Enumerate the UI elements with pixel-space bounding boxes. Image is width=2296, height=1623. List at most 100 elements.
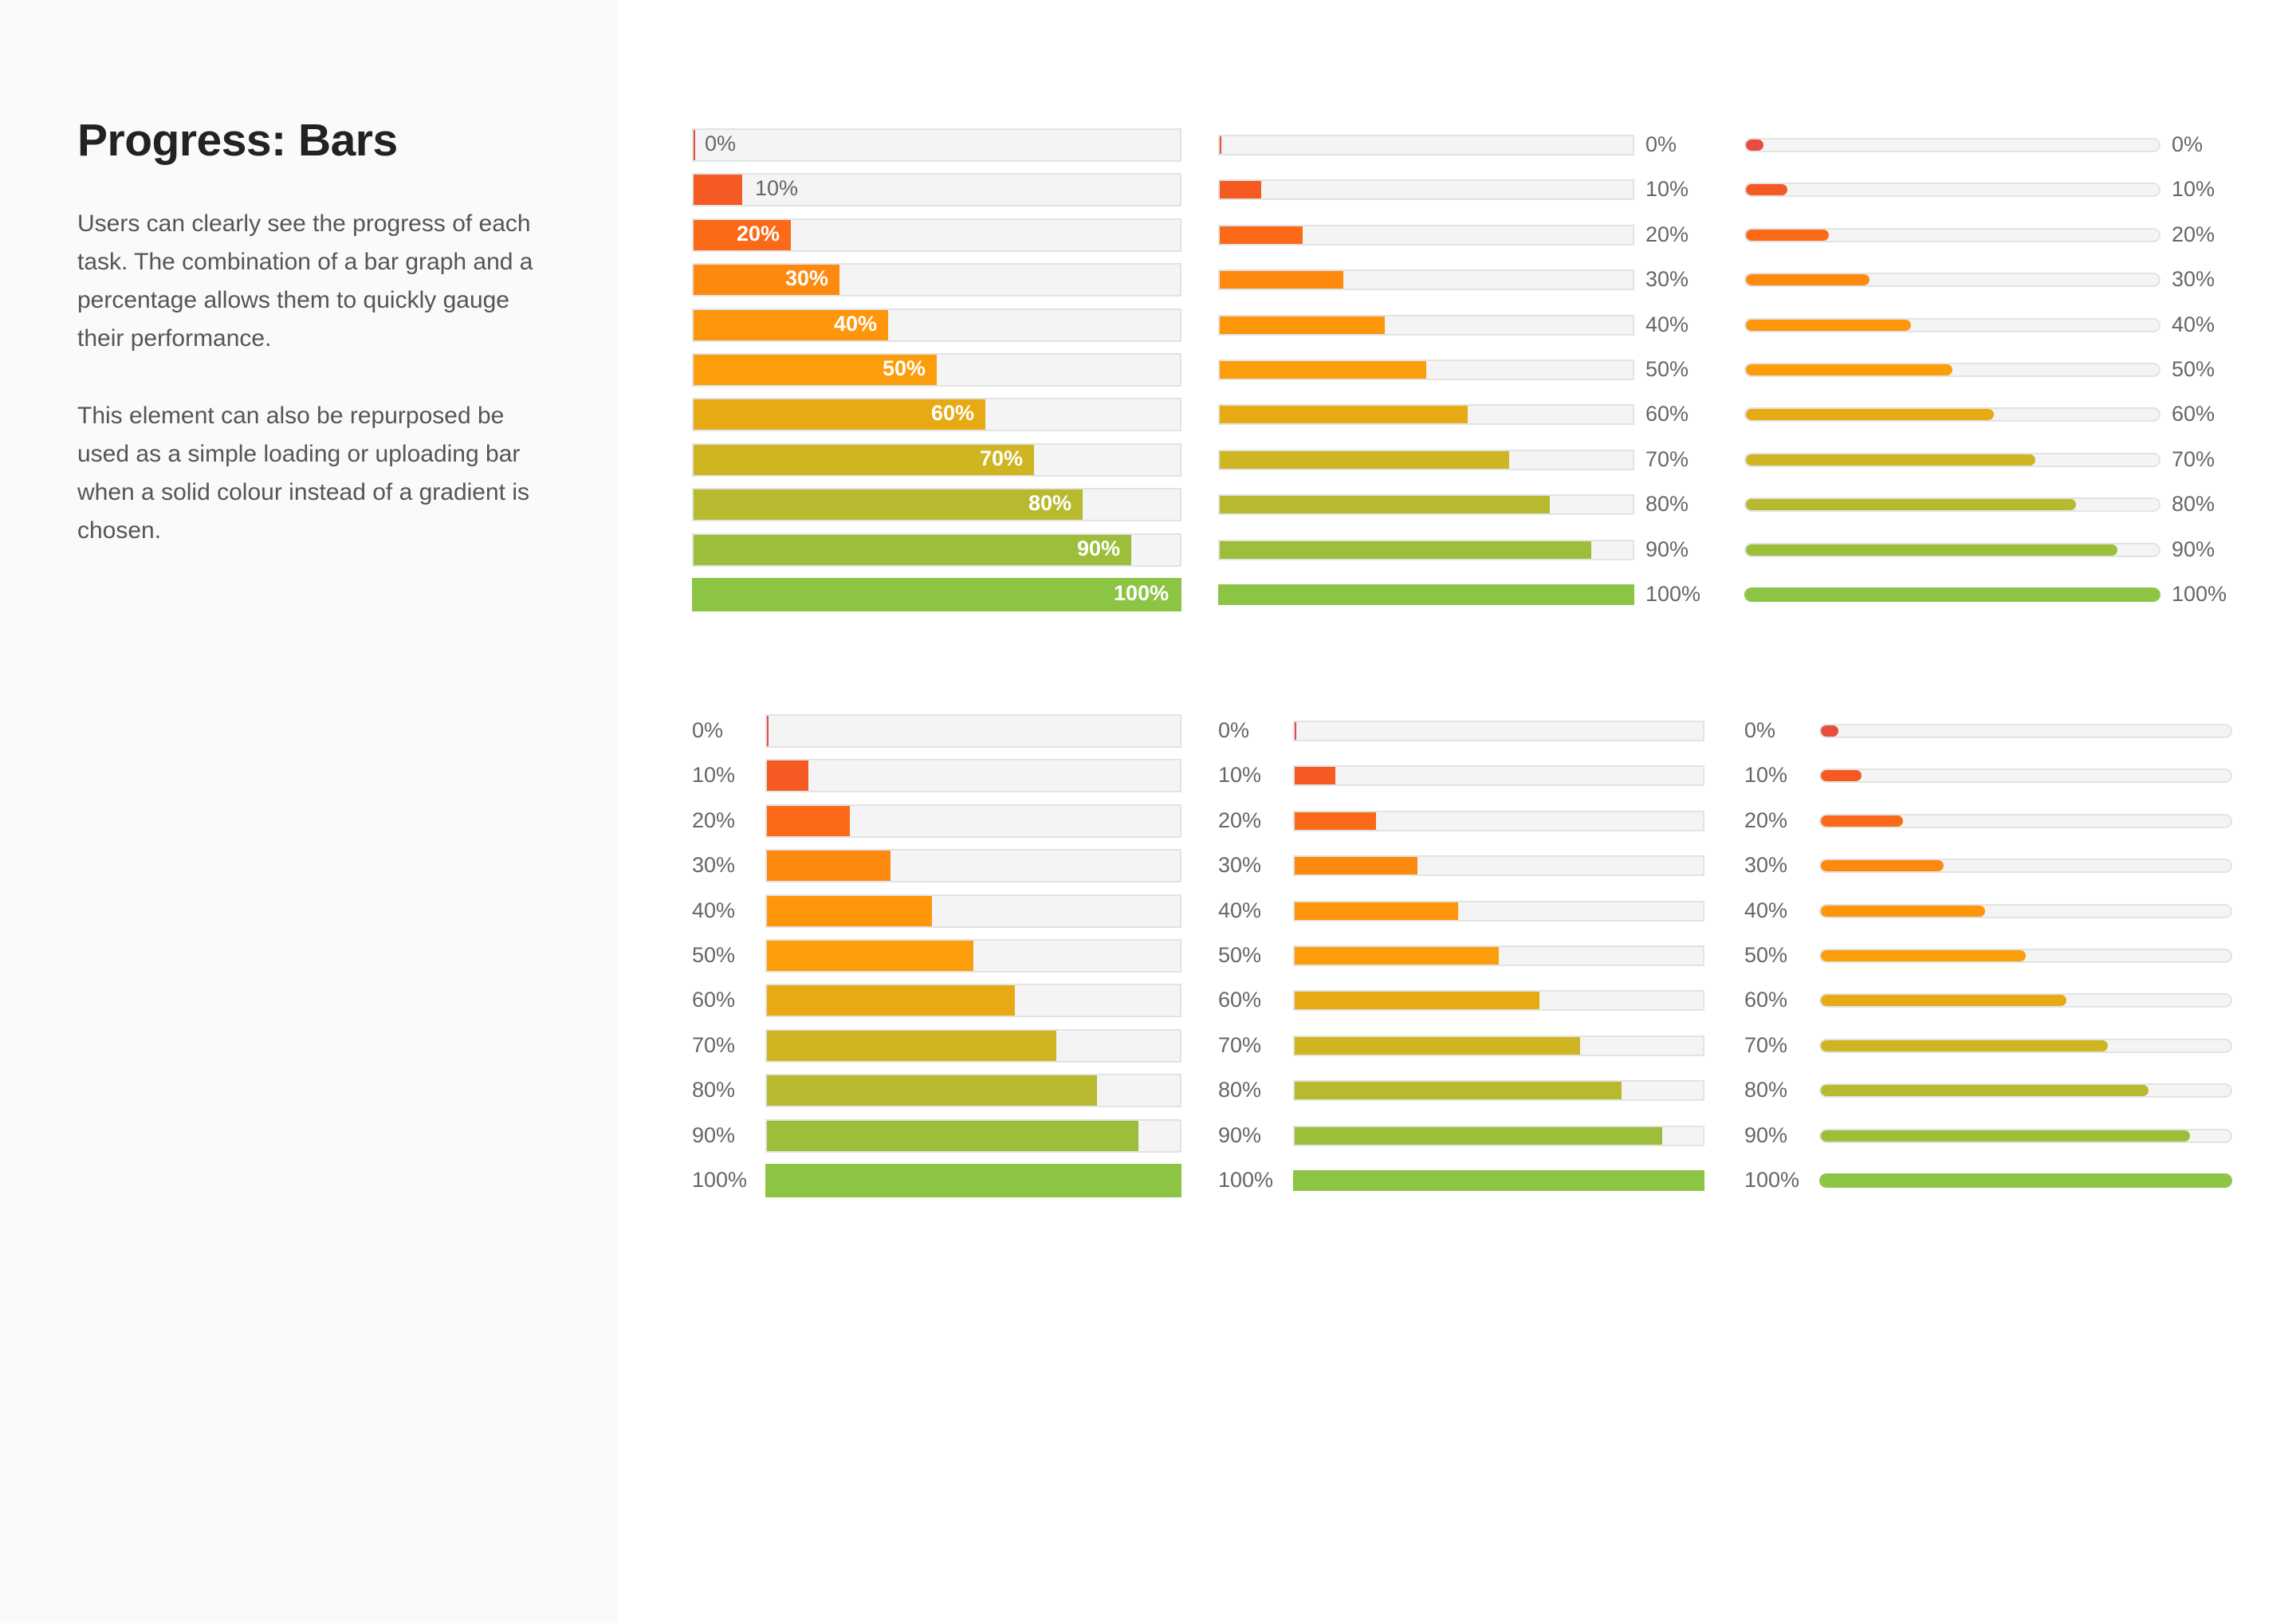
progress-percent-label: 60%	[1645, 402, 1689, 426]
progress-row: 80%	[1744, 492, 2255, 516]
progress-track	[765, 1118, 1181, 1153]
progress-fill	[1746, 544, 2118, 556]
progress-row: 0%	[692, 714, 1186, 748]
progress-fill	[1746, 319, 1912, 331]
progress-track	[1293, 990, 1704, 1012]
progress-row: 0%	[1218, 718, 1712, 742]
progress-row: 90%	[1218, 1123, 1712, 1147]
progress-track	[692, 173, 1181, 207]
progress-group-thick-bars-label-inside: 0% 10% 20% 30% 40% 50% 60% 70% 80% 90% 100%	[692, 128, 1186, 623]
progress-track	[1744, 542, 2160, 557]
progress-fill	[1746, 140, 1763, 151]
progress-row: 40%	[692, 894, 1186, 928]
progress-percent-label: 20%	[1645, 222, 1689, 246]
progress-fill	[767, 1075, 1098, 1106]
progress-track	[1744, 183, 2160, 198]
progress-track	[765, 849, 1181, 883]
progress-row: 0%	[692, 128, 1186, 162]
progress-percent-label: 70%	[2172, 446, 2215, 471]
progress-percent-label: 30%	[692, 853, 736, 878]
progress-fill	[1746, 229, 1829, 241]
progress-percent-label: 10%	[1645, 177, 1689, 202]
progress-track	[765, 894, 1181, 928]
progress-fill	[1821, 1085, 2149, 1097]
progress-row: 90%	[692, 532, 1186, 567]
progress-track	[1819, 993, 2232, 1008]
progress-row: 80%	[692, 488, 1186, 522]
progress-row: 40%	[1218, 312, 1712, 336]
progress-track	[1819, 903, 2232, 918]
progress-row: 80%	[1218, 1078, 1712, 1102]
progress-fill	[767, 716, 769, 746]
progress-percent-label: 80%	[1645, 492, 1689, 517]
progress-percent-label: 60%	[930, 401, 974, 426]
progress-percent-label: 90%	[1744, 1122, 1788, 1147]
progress-percent-label: 20%	[692, 808, 736, 832]
progress-fill	[1295, 767, 1336, 785]
progress-row: 100%	[1744, 582, 2255, 606]
progress-track	[1293, 1035, 1704, 1056]
progress-row: 0%	[1744, 718, 2255, 742]
progress-percent-label: 70%	[1645, 446, 1689, 471]
progress-track	[692, 308, 1181, 342]
progress-percent-label: 30%	[1744, 853, 1788, 878]
progress-fill	[1821, 950, 2026, 961]
progress-percent-label: 30%	[784, 266, 828, 291]
progress-percent-label: 10%	[755, 176, 799, 201]
progress-row: 50%	[1218, 357, 1712, 381]
progress-row: 90%	[1744, 1123, 2255, 1147]
progress-track	[765, 1164, 1181, 1197]
progress-fill	[767, 941, 973, 971]
progress-track	[1819, 949, 2232, 963]
progress-fill	[1295, 857, 1417, 875]
progress-row: 70%	[1744, 447, 2255, 471]
progress-percent-label: 30%	[1218, 853, 1262, 878]
progress-fill	[694, 489, 1083, 521]
page-title: Progress: Bars	[77, 115, 398, 166]
progress-percent-label: 0%	[2172, 132, 2204, 156]
progress-fill	[767, 895, 933, 926]
progress-row: 100%	[1218, 582, 1712, 606]
progress-track	[1744, 317, 2160, 332]
progress-track	[1819, 1128, 2232, 1143]
progress-percent-label: 60%	[692, 988, 736, 1012]
progress-track	[1819, 768, 2232, 784]
progress-row: 100%	[692, 578, 1186, 611]
progress-percent-label: 0%	[705, 132, 737, 155]
progress-track	[1218, 404, 1634, 426]
progress-percent-label: 50%	[1218, 943, 1262, 967]
progress-track	[1744, 138, 2160, 152]
progress-fill	[1220, 586, 1633, 603]
progress-row: 60%	[692, 984, 1186, 1018]
progress-row: 20%	[692, 804, 1186, 838]
progress-track	[1293, 1125, 1704, 1146]
progress-fill	[1821, 770, 1862, 782]
progress-track	[1293, 721, 1704, 741]
progress-track	[1819, 1083, 2232, 1098]
progress-fill	[1746, 409, 1994, 421]
progress-track	[1293, 810, 1704, 831]
progress-fill	[694, 399, 985, 430]
progress-fill	[694, 355, 937, 385]
progress-track	[1218, 135, 1634, 155]
progress-fill	[767, 805, 850, 836]
progress-row: 10%	[692, 759, 1186, 793]
progress-row: 60%	[1744, 402, 2255, 426]
progress-row: 90%	[692, 1118, 1186, 1153]
progress-fill	[1295, 812, 1377, 830]
progress-track	[1744, 497, 2160, 513]
progress-fill	[694, 580, 1180, 610]
progress-percent-label: 10%	[2172, 177, 2215, 202]
progress-track	[765, 939, 1181, 973]
progress-track	[692, 578, 1181, 611]
progress-track	[765, 714, 1181, 748]
progress-fill	[694, 534, 1131, 565]
progress-track	[765, 1074, 1181, 1108]
progress-fill	[1746, 274, 1870, 286]
progress-track	[1218, 360, 1634, 380]
progress-row: 80%	[692, 1074, 1186, 1108]
progress-percent-label: 30%	[1645, 267, 1689, 292]
progress-fill	[1821, 1175, 2231, 1186]
progress-track	[1293, 1080, 1704, 1102]
progress-percent-label: 30%	[2172, 267, 2215, 292]
